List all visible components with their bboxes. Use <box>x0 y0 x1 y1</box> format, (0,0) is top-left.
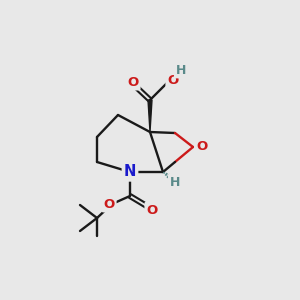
Text: O: O <box>103 197 115 211</box>
Text: H: H <box>176 64 186 76</box>
Text: H: H <box>170 176 180 188</box>
Text: O: O <box>128 76 139 88</box>
Text: O: O <box>196 140 207 154</box>
Text: N: N <box>124 164 136 179</box>
Text: O: O <box>167 74 178 86</box>
Polygon shape <box>148 100 152 132</box>
Text: O: O <box>146 203 158 217</box>
